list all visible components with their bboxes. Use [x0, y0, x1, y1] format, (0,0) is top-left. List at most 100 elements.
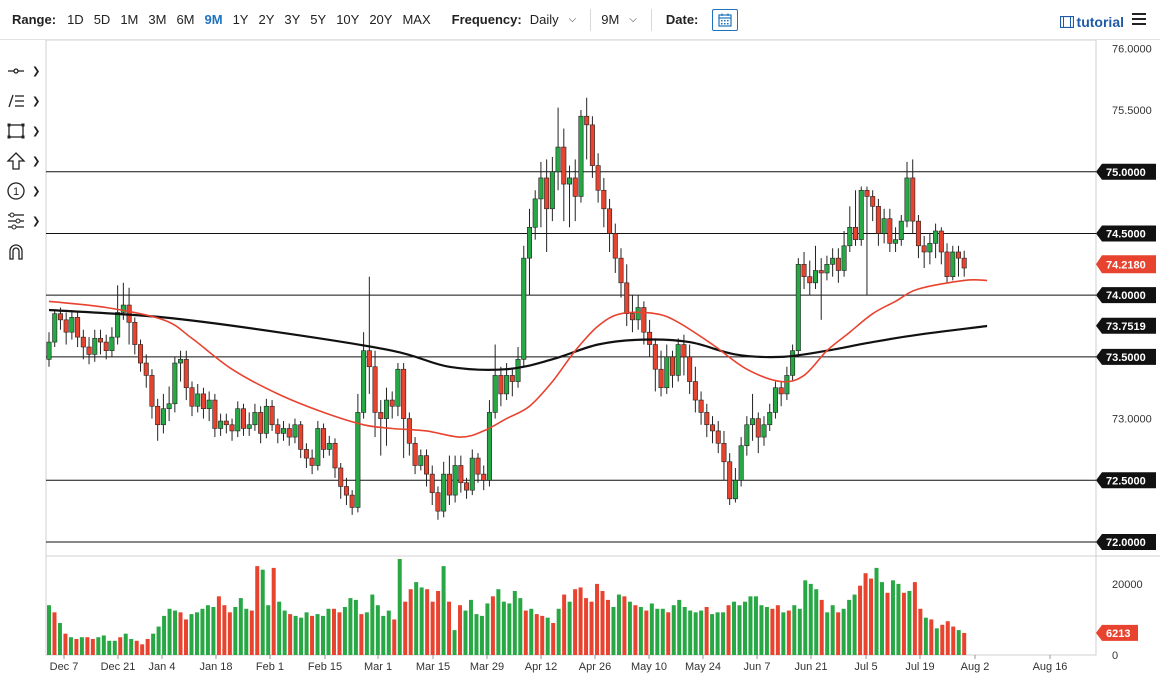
- range-1m-button[interactable]: 1M: [120, 12, 139, 27]
- volume-bar: [847, 599, 852, 655]
- candle-body: [412, 442, 418, 466]
- volume-bar: [726, 605, 731, 655]
- shapes-tool[interactable]: ❯: [0, 116, 46, 146]
- range-3y-button[interactable]: 3Y: [284, 12, 301, 27]
- volume-bar: [879, 582, 884, 655]
- moving-average-short-line: [48, 278, 988, 438]
- candle-body: [378, 412, 384, 419]
- lines-tool[interactable]: ❯: [0, 86, 46, 116]
- volume-bar: [649, 603, 654, 655]
- volume-bar: [688, 610, 693, 655]
- candle: [132, 317, 138, 355]
- volume-bar: [205, 605, 210, 655]
- volume-bar: [458, 605, 463, 655]
- chart-area[interactable]: 76.0000 75.5000 73.0000 20000 0 75.0000 74.50…: [0, 40, 1160, 695]
- calendar-button[interactable]: [712, 8, 739, 31]
- volume-bar: [474, 614, 479, 655]
- candle: [469, 449, 475, 496]
- range-5y-button[interactable]: 5Y: [310, 12, 327, 27]
- range-1y-button[interactable]: 1Y: [232, 12, 249, 27]
- candle: [383, 387, 389, 446]
- range-1d-button[interactable]: 1D: [67, 12, 84, 27]
- last-volume-label: 6213: [1106, 628, 1130, 640]
- volume-bar: [759, 605, 764, 655]
- candle-body: [372, 366, 378, 413]
- candle-body: [406, 418, 412, 444]
- volume-bar: [397, 559, 402, 655]
- range-6m-button[interactable]: 6M: [176, 12, 195, 27]
- range-10y-button[interactable]: 10Y: [336, 12, 360, 27]
- candle: [898, 214, 904, 246]
- candle: [629, 295, 635, 333]
- candle: [464, 477, 470, 499]
- candle-body: [698, 399, 704, 413]
- volume-bar: [803, 580, 808, 655]
- volume-bar: [721, 612, 726, 655]
- volume-bar: [496, 589, 501, 655]
- candle: [915, 214, 921, 259]
- candle-body: [961, 257, 967, 269]
- frequency-select[interactable]: Daily ⌵: [530, 12, 577, 27]
- volume-bar: [96, 637, 101, 655]
- candle: [80, 329, 86, 360]
- candle: [572, 159, 578, 222]
- range-2y-button[interactable]: 2Y: [258, 12, 275, 27]
- candle: [664, 344, 670, 394]
- candle-body: [721, 442, 727, 463]
- price-level-label: 74.0000: [1106, 290, 1146, 302]
- volume-bar: [885, 592, 890, 655]
- candle: [275, 418, 281, 444]
- x-tick-label: May 24: [685, 661, 721, 673]
- magnet-tool[interactable]: [0, 236, 46, 266]
- x-tick-label: Dec 7: [50, 661, 79, 673]
- volume-bar: [386, 610, 391, 655]
- candle-body: [189, 387, 195, 407]
- annotation-tool-icon: 1: [7, 182, 25, 200]
- tutorial-link[interactable]: tutorial: [1059, 14, 1124, 30]
- candle: [864, 186, 870, 296]
- volume-bar: [425, 589, 430, 655]
- volume-bar: [162, 615, 167, 655]
- candle-body: [607, 208, 613, 234]
- candle: [406, 412, 412, 456]
- range-9m-button[interactable]: 9M: [204, 12, 223, 27]
- range-20y-button[interactable]: 20Y: [369, 12, 393, 27]
- volume-bar: [277, 601, 282, 655]
- indicator-tool[interactable]: ❯: [0, 206, 46, 236]
- volume-bar: [918, 608, 923, 655]
- volume-bar: [819, 599, 824, 655]
- candle: [589, 116, 595, 178]
- crosshair-tool[interactable]: ❯: [0, 56, 46, 86]
- volume-bar: [677, 599, 682, 655]
- range-5d-button[interactable]: 5D: [93, 12, 111, 27]
- candle: [223, 413, 229, 434]
- candle: [263, 398, 269, 439]
- candle: [961, 250, 967, 277]
- volume-bar: [63, 633, 68, 655]
- candle: [584, 97, 590, 160]
- volume-bar: [184, 619, 189, 655]
- volume-bar: [912, 582, 917, 655]
- arrow-tool-icon: [6, 152, 26, 170]
- hamburger-menu-icon[interactable]: [1132, 13, 1146, 25]
- volume-bar: [825, 612, 830, 655]
- candle-body: [687, 356, 693, 382]
- volume-bar: [638, 607, 643, 655]
- candle: [424, 449, 430, 487]
- candle: [372, 350, 378, 438]
- candle: [544, 159, 550, 252]
- candle-body: [464, 482, 470, 491]
- candle-body: [458, 465, 464, 484]
- arrow-tool[interactable]: ❯: [0, 146, 46, 176]
- volume-bar: [331, 608, 336, 655]
- annotation-tool[interactable]: 1 ❯: [0, 176, 46, 206]
- range-3m-button[interactable]: 3M: [148, 12, 167, 27]
- candle-body: [870, 196, 876, 207]
- svg-text:1: 1: [13, 186, 19, 198]
- candle: [847, 206, 853, 252]
- candle-body: [481, 473, 487, 481]
- volume-bar: [353, 599, 358, 655]
- candle-body: [767, 412, 773, 426]
- period-select[interactable]: 9M ⌵: [601, 12, 637, 27]
- range-max-button[interactable]: MAX: [402, 12, 431, 27]
